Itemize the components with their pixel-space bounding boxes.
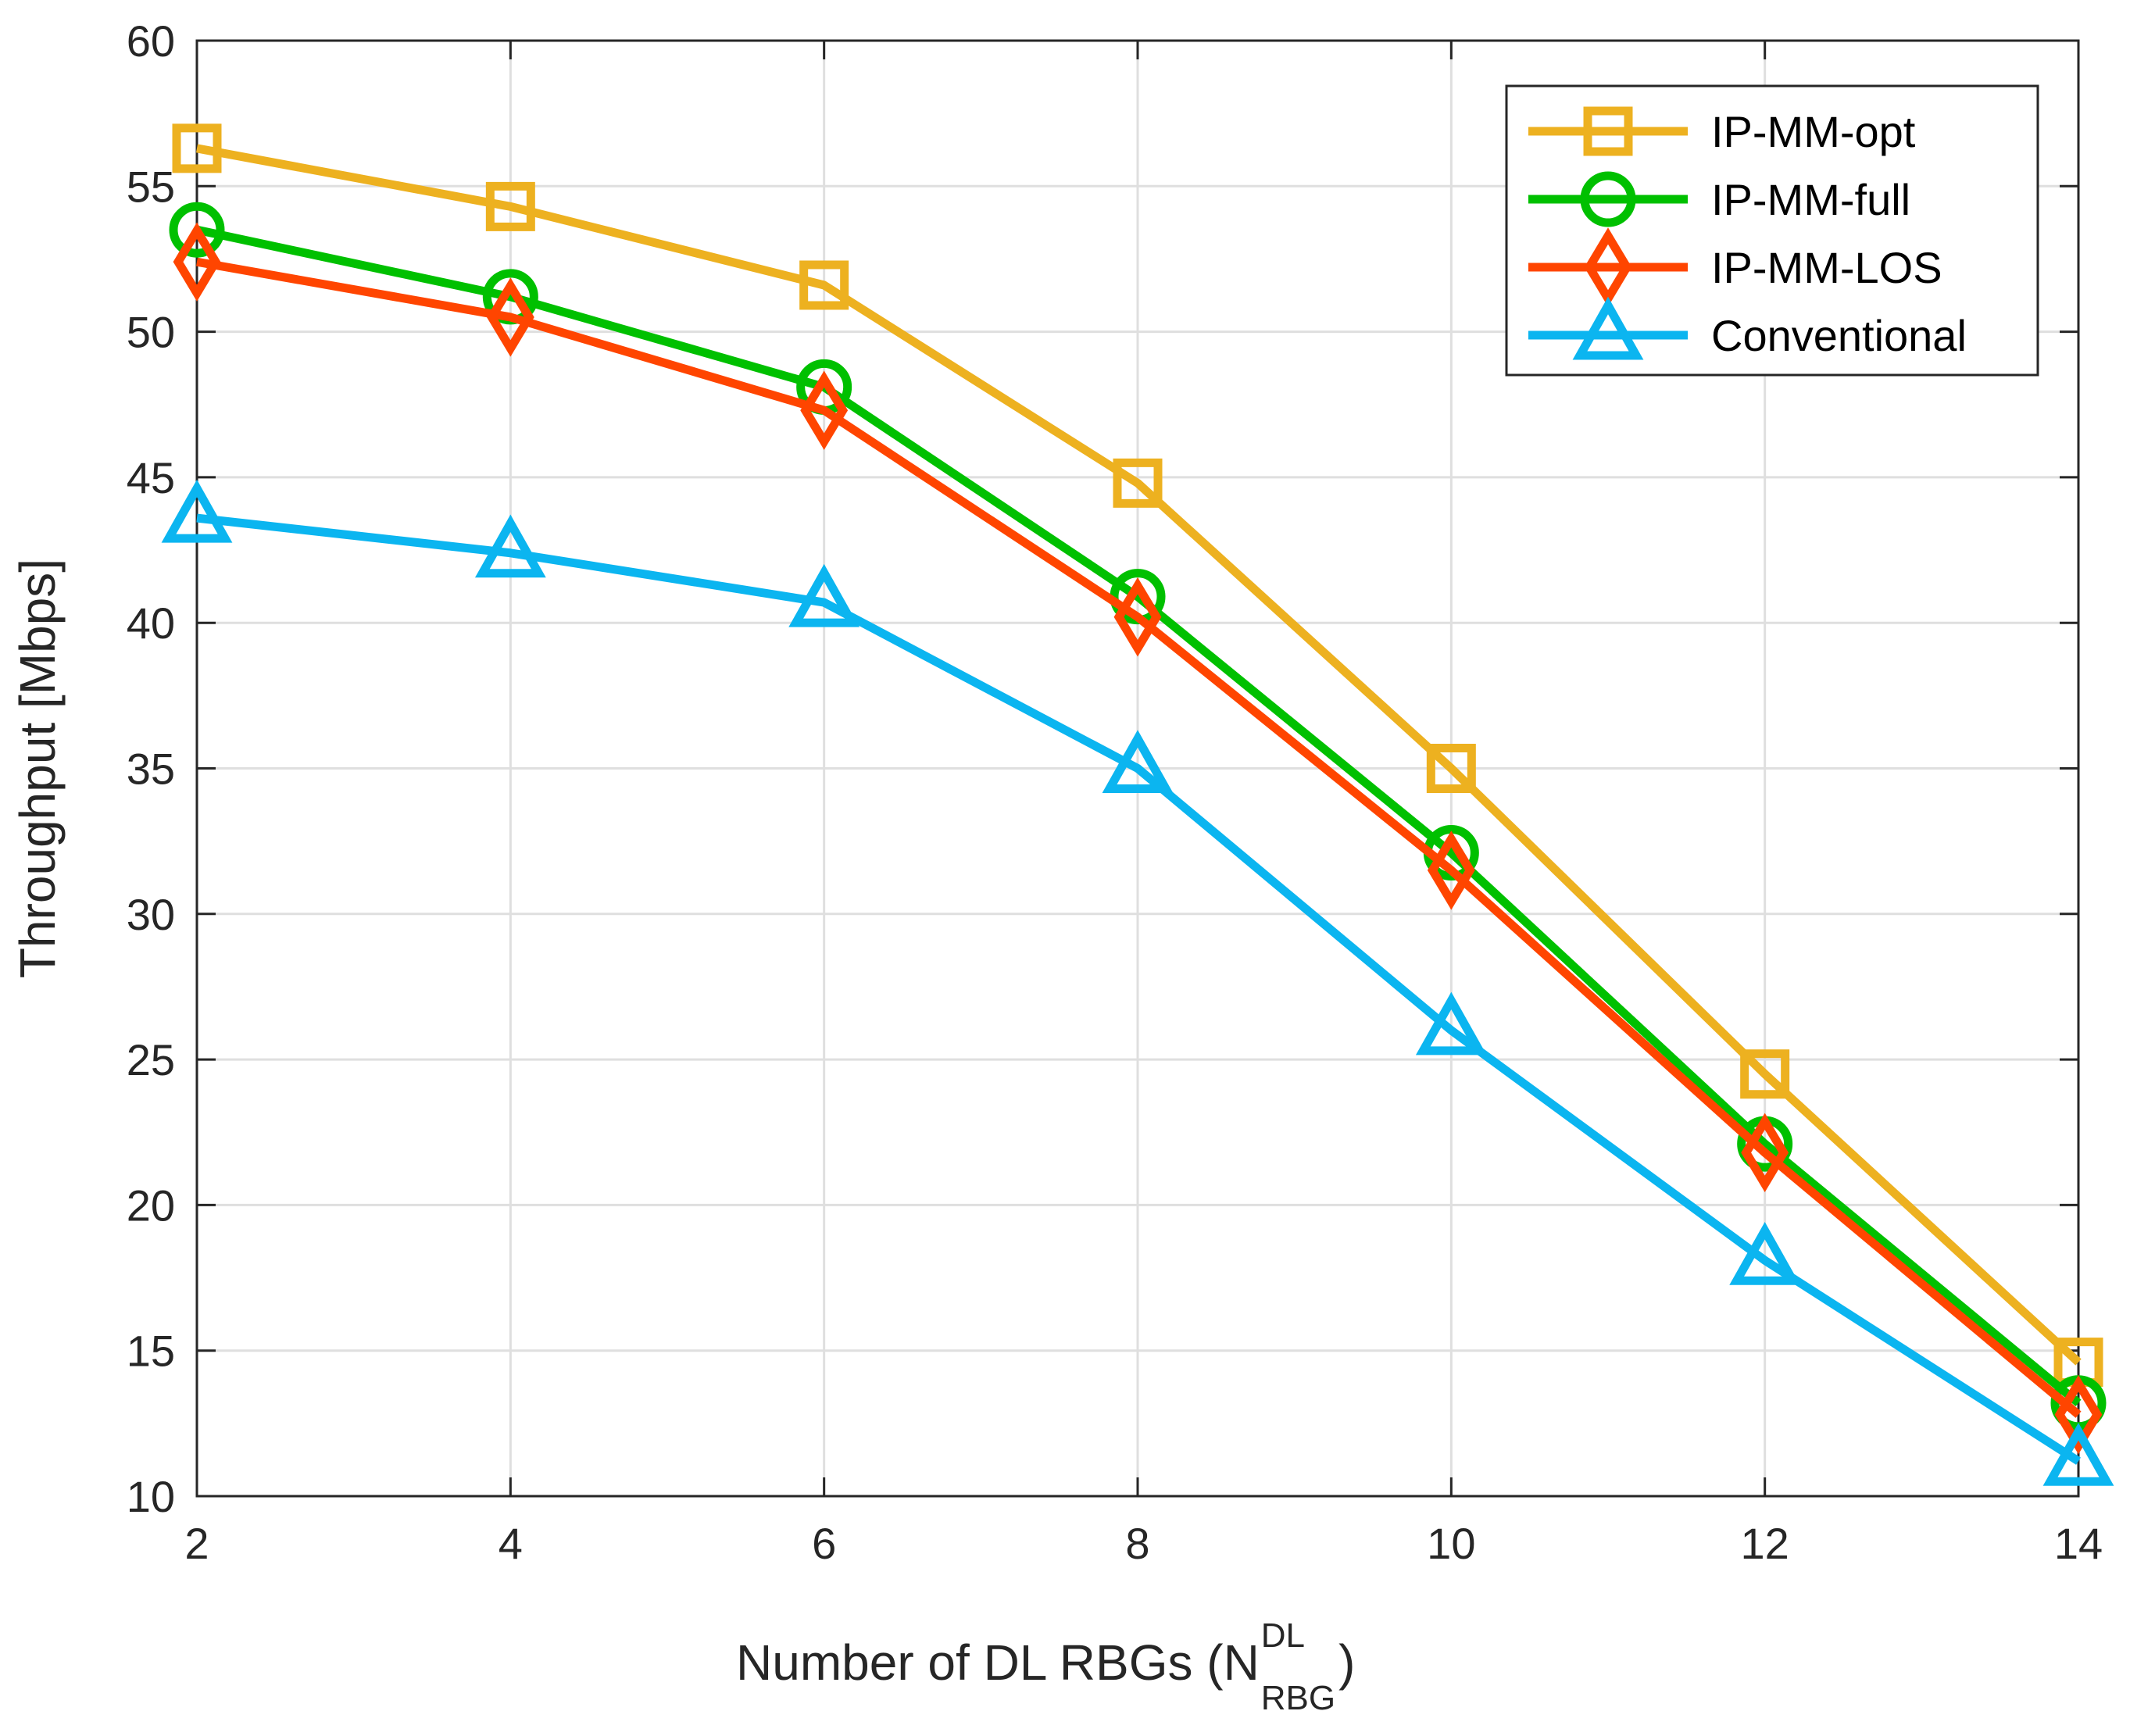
x-tick-label: 8 [1125,1519,1149,1568]
y-tick-label: 15 [127,1327,175,1376]
y-tick-label: 10 [127,1472,175,1521]
legend-entry: IP-MM-opt [1528,106,1916,156]
x-tick-label: 6 [812,1519,836,1568]
data-point-circle [169,202,225,258]
legend-entry: IP-MM-LOS [1528,227,1942,307]
data-point-diamond [1427,830,1475,910]
legend-label: IP-MM-LOS [1711,243,1942,292]
x-axis-label-main: Number of DL RBGs (N [736,1634,1260,1691]
data-point-triangle [2042,1423,2114,1486]
series-line [196,513,2081,1465]
y-tick-label: 20 [127,1181,175,1230]
legend-label: IP-MM-full [1711,175,1910,224]
data-point-triangle [161,479,233,543]
data-point-triangle [1102,730,1174,793]
data-point-diamond [800,370,849,450]
legend-label: IP-MM-opt [1711,107,1916,156]
series-line [195,144,2082,1366]
y-tick-label: 60 [127,16,175,66]
y-tick-label: 50 [127,308,175,357]
data-point-diamond [1741,1113,1789,1193]
data-point-diamond [1113,577,1162,657]
series-conventional [161,479,2114,1486]
series-ip-mm-los [173,222,2103,1455]
y-tick-label: 35 [127,745,175,794]
x-tick-label: 2 [184,1519,209,1568]
data-point-triangle [474,514,546,578]
x-tick-label: 14 [2054,1519,2103,1568]
y-tick-label: 55 [127,162,175,211]
data-point-square [485,181,535,231]
data-point-square [1113,458,1163,508]
data-series [161,123,2114,1486]
y-tick-label: 30 [127,890,175,939]
x-axis-label-superscript: DL [1261,1616,1305,1655]
data-point-triangle [1729,1221,1801,1285]
y-tick-label: 45 [127,453,175,502]
data-point-square [1426,744,1476,793]
data-point-square [1740,1049,1790,1099]
legend-label: Conventional [1711,311,1967,360]
data-point-triangle [788,563,860,627]
legend-marker-triangle [1572,296,1644,360]
x-axis-label-close: ) [1338,1634,1355,1691]
x-tick-label: 4 [499,1519,523,1568]
legend-marker-square [1583,106,1633,156]
data-point-square [799,260,849,310]
legend: IP-MM-opt IP-MM-full IP-MM-LOS Conventional [1505,84,2039,377]
legend-marker-circle [1580,171,1636,227]
x-axis-label-subscript: RBG [1261,1679,1335,1717]
x-tick-label: 12 [1741,1519,1789,1568]
axis-ticks: 2 4 6 8 10 12 14 10 15 20 25 30 35 40 45 50 55 60 [127,16,2103,1568]
legend-entry: IP-MM-full [1528,171,1910,227]
y-axis-label: Throughput [Mbps] [9,559,66,978]
data-point-triangle [1415,991,1487,1056]
legend-entry: Conventional [1528,296,1967,360]
data-point-square [172,123,222,173]
x-tick-label: 10 [1427,1519,1475,1568]
data-point-diamond [486,277,534,357]
series-line [196,257,2082,1418]
data-point-diamond [2054,1374,2103,1455]
data-point-diamond [173,222,221,302]
series-line [195,225,2082,1407]
y-tick-label: 40 [127,598,175,648]
x-axis-label: Number of DL RBGs (N [736,1634,1260,1691]
y-tick-label: 25 [127,1035,175,1084]
